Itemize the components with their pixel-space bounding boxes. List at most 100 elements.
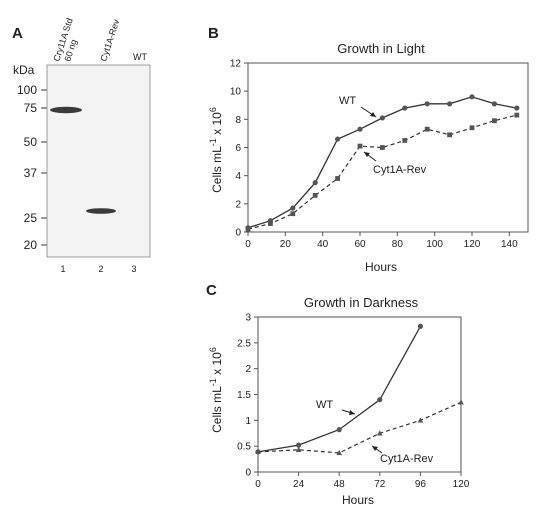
chart-b-xtick-label: 120 (464, 239, 481, 250)
chart-b-ytick-label: 2 (235, 199, 241, 210)
chart-b-series-0-point (379, 115, 385, 121)
chart-b-wt-annotation: WT (339, 95, 356, 107)
chart-c-ylabel: Cells mL-1 x 106 (208, 347, 224, 433)
chart-b-ylabel: Cells mL-1 x 106 (208, 107, 224, 193)
chart-c-ytick-label: 2.5 (237, 338, 251, 349)
chart-b-rev-arrow-head (364, 152, 370, 157)
chart-c-series-0-line (257, 325, 421, 453)
mw-marker-75: 75 (24, 101, 38, 115)
lane-numbers: 1 2 3 (60, 264, 136, 274)
chart-b-xtick-label: 140 (501, 239, 518, 250)
chart-b-plot: 0 20 40 60 80 100 120 140 0 2 4 6 8 10 12 (230, 59, 529, 250)
chart-b-series-1-point (290, 211, 296, 217)
chart-b-plot-frame (247, 62, 529, 233)
chart-c-series-0-point (296, 442, 302, 448)
chart-b-series-1-point (492, 118, 497, 124)
chart-c-series-1-point (458, 399, 464, 405)
lane-number-2: 2 (98, 264, 103, 274)
chart-b-ytick-label: 6 (235, 143, 241, 154)
chart-b-ytick-label: 12 (230, 59, 242, 70)
chart-b-ytick-label: 4 (235, 171, 241, 182)
chart-b-series-0-point (290, 205, 296, 211)
chart-c-plot-frame (257, 316, 462, 473)
chart-b-series-0-point (514, 105, 520, 111)
chart-b-xtick-label: 60 (354, 239, 366, 250)
chart-c-xtick-label: 0 (255, 479, 261, 490)
chart-b-title: Growth in Light (337, 41, 425, 56)
lane-number-3: 3 (131, 264, 136, 274)
kda-label: kDa (13, 63, 35, 77)
chart-c-xtick-label: 96 (415, 479, 427, 490)
band-cyt1a-rev (86, 208, 116, 214)
chart-c-series-1-line (257, 401, 462, 454)
chart-b-xtick-label: 100 (426, 239, 443, 250)
panel-b-letter: B (208, 25, 219, 42)
chart-b-series-1-point (447, 132, 452, 138)
chart-b-series-1-point (402, 138, 408, 143)
mw-marker-37: 37 (24, 166, 38, 180)
chart-b-series-1-point (380, 145, 385, 150)
mw-marker-50: 50 (24, 135, 38, 149)
chart-c-series-0-point (417, 323, 423, 329)
panel-a-letter: A (12, 25, 23, 42)
panel-c-letter: C (206, 282, 217, 299)
blot-membrane (46, 64, 151, 258)
chart-b-wt-arrow-head (370, 112, 376, 117)
chart-c-ytick-label: 3 (245, 313, 251, 324)
chart-c-series-0-point (336, 427, 342, 433)
chart-b-series-0-point (469, 94, 475, 100)
chart-b-series-1-point (514, 112, 520, 118)
chart-c-ytick-label: 0 (245, 468, 251, 479)
chart-b-series-1-point (469, 125, 475, 131)
chart-b-series-0-point (402, 105, 408, 111)
chart-b-series-1-point (245, 226, 251, 232)
chart-b-xtick-label: 0 (245, 239, 251, 250)
mw-marker-25: 25 (24, 211, 38, 225)
chart-c-ytick-label: 2 (245, 364, 251, 375)
chart-c-wt-arrow-head (349, 410, 355, 415)
lane-3-header: WT (133, 52, 147, 62)
chart-c-series-0-point (377, 397, 383, 403)
chart-b-rev-annotation: Cyt1A-Rev (373, 164, 427, 176)
chart-c-ytick-label: 1.5 (237, 390, 251, 401)
chart-c-xtick-label: 120 (453, 479, 470, 490)
chart-b-series-0-point (312, 180, 318, 186)
chart-b-xtick-label: 80 (392, 239, 404, 250)
chart-c-series-1-point (255, 448, 261, 455)
chart-b-series-1-point (335, 176, 340, 181)
chart-b-series-0-point (335, 136, 341, 142)
chart-b-series-1-point (312, 192, 318, 198)
chart-b-ytick-label: 0 (235, 228, 241, 239)
chart-c-series-1-point (377, 430, 383, 436)
mw-marker-20: 20 (24, 238, 38, 252)
chart-c-rev-arrow-head (372, 446, 378, 451)
chart-b-series-1-point (424, 126, 430, 132)
chart-b-series-0-point (424, 101, 430, 107)
chart-c-ytick-label: 0.5 (237, 442, 251, 453)
lane-2-header: Cyt1A-Rev (98, 18, 121, 63)
chart-c-xlabel: Hours (342, 493, 374, 507)
band-cry11a-std (50, 106, 82, 114)
chart-b-series-0-point (447, 101, 453, 107)
lane-headers: Cry11A Std 60 ng Cyt1A-Rev WT (51, 17, 147, 63)
chart-c-series-1-point (417, 417, 424, 423)
chart-b-series-0-point (491, 101, 497, 107)
chart-c-series-1-point (295, 446, 302, 452)
chart-b-xtick-label: 40 (317, 239, 329, 250)
mw-marker-labels: 100 75 50 37 25 20 (17, 83, 37, 252)
chart-c-title: Growth in Darkness (304, 295, 419, 310)
chart-b-xtick-label: 20 (280, 239, 292, 250)
chart-c-xtick-label: 48 (334, 479, 346, 490)
mw-marker-100: 100 (17, 83, 37, 97)
chart-c-plot: 0 24 48 72 96 120 0 0.5 1 1.5 2 2.5 3 (237, 313, 470, 491)
chart-c-series-1-point (336, 449, 342, 456)
chart-c-xtick-label: 24 (293, 479, 305, 490)
mw-marker-ticks (41, 89, 47, 246)
chart-b-ytick-label: 8 (235, 115, 241, 126)
chart-b-series-0-point (357, 126, 363, 132)
lane-number-1: 1 (60, 264, 65, 274)
chart-c-wt-annotation: WT (316, 399, 333, 411)
chart-c-ytick-label: 1 (245, 416, 251, 427)
chart-b-ytick-label: 10 (230, 87, 242, 98)
